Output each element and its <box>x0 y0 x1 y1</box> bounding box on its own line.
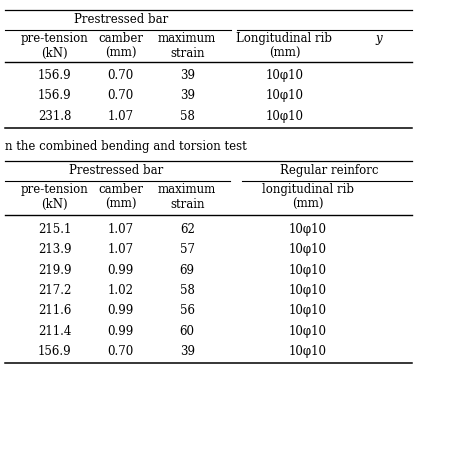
Text: 10φ10: 10φ10 <box>289 345 327 358</box>
Text: maximum
strain: maximum strain <box>158 183 216 211</box>
Text: 58: 58 <box>180 284 195 297</box>
Text: 1.07: 1.07 <box>108 110 134 123</box>
Text: 231.8: 231.8 <box>38 110 71 123</box>
Text: longitudinal rib
(mm): longitudinal rib (mm) <box>262 183 354 211</box>
Text: 57: 57 <box>180 243 195 256</box>
Text: 1.02: 1.02 <box>108 284 134 297</box>
Text: 211.4: 211.4 <box>38 325 71 337</box>
Text: 39: 39 <box>180 89 195 102</box>
Text: 0.70: 0.70 <box>108 69 134 82</box>
Text: 10φ10: 10φ10 <box>265 110 303 123</box>
Text: 0.70: 0.70 <box>108 345 134 358</box>
Text: pre-tension
(kN): pre-tension (kN) <box>21 32 88 60</box>
Text: 213.9: 213.9 <box>38 243 71 256</box>
Text: Prestressed bar: Prestressed bar <box>69 164 163 176</box>
Text: camber
(mm): camber (mm) <box>99 32 143 60</box>
Text: y: y <box>376 32 383 45</box>
Text: 1.07: 1.07 <box>108 223 134 236</box>
Text: 156.9: 156.9 <box>38 345 71 358</box>
Text: 0.99: 0.99 <box>108 325 134 337</box>
Text: 62: 62 <box>180 223 195 236</box>
Text: n the combined bending and torsion test: n the combined bending and torsion test <box>5 140 246 153</box>
Text: 0.99: 0.99 <box>108 264 134 276</box>
Text: 39: 39 <box>180 345 195 358</box>
Text: 0.70: 0.70 <box>108 89 134 102</box>
Text: 10φ10: 10φ10 <box>289 223 327 236</box>
Text: 156.9: 156.9 <box>38 69 71 82</box>
Text: 217.2: 217.2 <box>38 284 71 297</box>
Text: camber
(mm): camber (mm) <box>99 183 143 211</box>
Text: 10φ10: 10φ10 <box>289 243 327 256</box>
Text: 56: 56 <box>180 304 195 317</box>
Text: Longitudinal rib
(mm): Longitudinal rib (mm) <box>237 32 332 60</box>
Text: 219.9: 219.9 <box>38 264 71 276</box>
Text: 58: 58 <box>180 110 195 123</box>
Text: 10φ10: 10φ10 <box>289 325 327 337</box>
Text: 215.1: 215.1 <box>38 223 71 236</box>
Text: 211.6: 211.6 <box>38 304 71 317</box>
Text: 156.9: 156.9 <box>38 89 71 102</box>
Text: maximum
strain: maximum strain <box>158 32 216 60</box>
Text: 69: 69 <box>180 264 195 276</box>
Text: 10φ10: 10φ10 <box>265 69 303 82</box>
Text: 0.99: 0.99 <box>108 304 134 317</box>
Text: 39: 39 <box>180 69 195 82</box>
Text: Prestressed bar: Prestressed bar <box>74 13 168 26</box>
Text: Regular reinforc: Regular reinforc <box>280 164 379 176</box>
Text: 60: 60 <box>180 325 195 337</box>
Text: 10φ10: 10φ10 <box>289 264 327 276</box>
Text: 10φ10: 10φ10 <box>265 89 303 102</box>
Text: 10φ10: 10φ10 <box>289 304 327 317</box>
Text: 1.07: 1.07 <box>108 243 134 256</box>
Text: 10φ10: 10φ10 <box>289 284 327 297</box>
Text: pre-tension
(kN): pre-tension (kN) <box>21 183 88 211</box>
